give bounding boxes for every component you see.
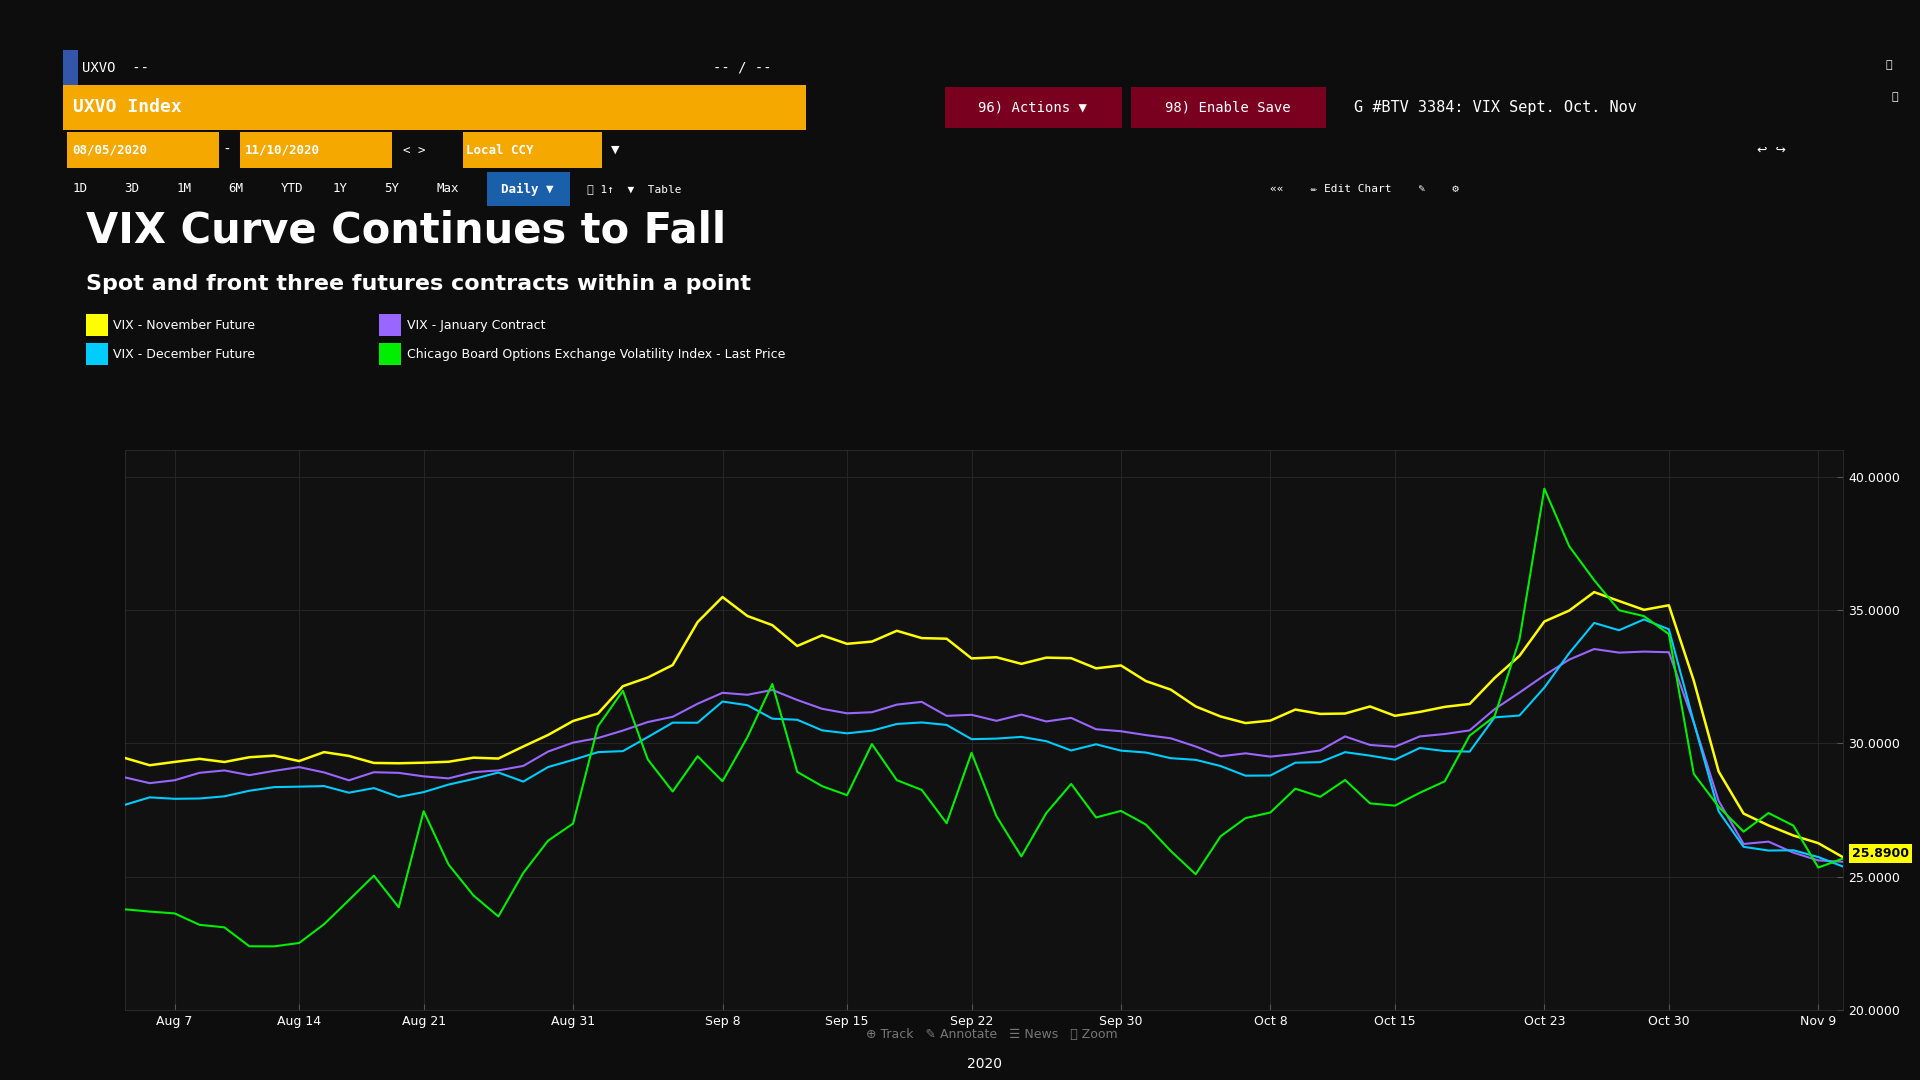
Text: YTD: YTD: [280, 183, 303, 195]
Text: 3D: 3D: [125, 183, 140, 195]
Text: Local CCY: Local CCY: [467, 144, 534, 157]
Text: 1Y: 1Y: [332, 183, 348, 195]
Text: UXVO Index: UXVO Index: [73, 98, 180, 117]
Text: -: -: [225, 143, 228, 157]
Bar: [1131, 87, 1327, 127]
Text: -- / --: -- / --: [712, 60, 772, 75]
Bar: [63, 50, 79, 85]
Bar: [378, 314, 401, 336]
Bar: [86, 314, 108, 336]
Text: 2020: 2020: [966, 1057, 1002, 1071]
Text: Max: Max: [436, 183, 459, 195]
Bar: [86, 343, 108, 365]
Text: 6M: 6M: [228, 183, 244, 195]
Text: 08/05/2020: 08/05/2020: [73, 144, 148, 157]
Text: 5Y: 5Y: [384, 183, 399, 195]
Text: 1D: 1D: [73, 183, 88, 195]
Text: < >: < >: [403, 144, 426, 157]
Text: VIX - November Future: VIX - November Future: [113, 319, 255, 332]
Bar: [63, 85, 806, 130]
Bar: [67, 132, 219, 168]
Bar: [378, 343, 401, 365]
Text: ⬜: ⬜: [1891, 92, 1897, 102]
Text: 98) Enable Save: 98) Enable Save: [1165, 100, 1290, 114]
Text: ⊕ Track   ✎ Annotate   ☰ News   🔍 Zoom: ⊕ Track ✎ Annotate ☰ News 🔍 Zoom: [866, 1028, 1117, 1041]
Text: Daily ▼: Daily ▼: [501, 183, 553, 195]
Text: VIX Curve Continues to Fall: VIX Curve Continues to Fall: [86, 210, 726, 252]
Bar: [486, 172, 570, 206]
Text: ↩  ↪: ↩ ↪: [1757, 144, 1786, 157]
Text: UXVO  --: UXVO --: [83, 60, 150, 75]
Text: VIX - December Future: VIX - December Future: [113, 348, 255, 361]
Text: 25.8900: 25.8900: [1851, 848, 1908, 861]
Text: 1M: 1M: [177, 183, 192, 195]
Text: G #BTV 3384: VIX Sept. Oct. Nov: G #BTV 3384: VIX Sept. Oct. Nov: [1354, 100, 1636, 114]
Text: ⬛ 1↑  ▼  Table: ⬛ 1↑ ▼ Table: [588, 184, 682, 194]
Bar: [463, 132, 601, 168]
Text: ⬜: ⬜: [1885, 60, 1891, 70]
Text: Chicago Board Options Exchange Volatility Index - Last Price: Chicago Board Options Exchange Volatilit…: [407, 348, 785, 361]
Bar: [240, 132, 392, 168]
Text: VIX - January Contract: VIX - January Contract: [407, 319, 545, 332]
Text: 96) Actions ▼: 96) Actions ▼: [977, 100, 1087, 114]
Text: ▼: ▼: [611, 145, 620, 156]
Text: 11/10/2020: 11/10/2020: [246, 144, 321, 157]
Bar: [945, 87, 1121, 127]
Text: Spot and front three futures contracts within a point: Spot and front three futures contracts w…: [86, 274, 751, 294]
Text: ««    ✏ Edit Chart    ✎    ⚙: «« ✏ Edit Chart ✎ ⚙: [1271, 184, 1459, 194]
